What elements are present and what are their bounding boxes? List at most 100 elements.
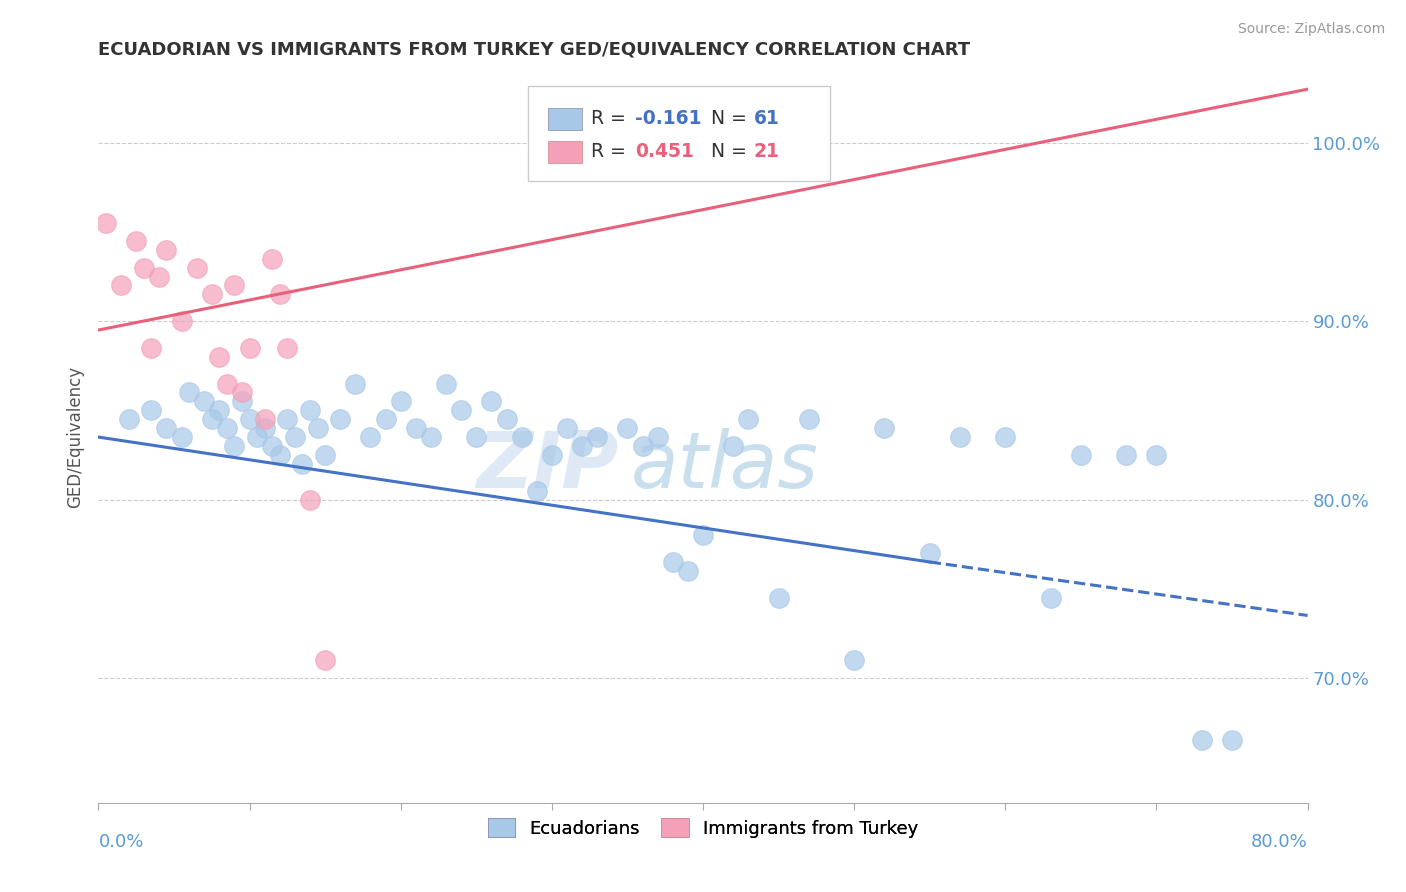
Text: R =: R = [591,110,628,128]
Point [231,394,253,409]
Y-axis label: GED/Equivalency: GED/Equivalency [66,366,84,508]
Point [269,448,291,462]
Point [1115,448,1137,462]
Point [246,430,269,444]
Point [495,412,517,426]
Text: 61: 61 [754,110,780,128]
Point [148,269,170,284]
Point [918,546,941,560]
Legend: Ecuadorians, Immigrants from Turkey: Ecuadorians, Immigrants from Turkey [481,811,925,845]
Point [299,403,322,417]
Point [155,421,177,435]
Point [510,430,533,444]
Text: 0.451: 0.451 [636,143,695,161]
Point [768,591,790,605]
Point [450,403,472,417]
Point [231,385,253,400]
Point [239,341,262,355]
Point [201,412,224,426]
Text: R =: R = [591,143,628,161]
Point [201,287,224,301]
FancyBboxPatch shape [548,141,582,163]
Point [405,421,427,435]
Point [329,412,352,426]
Text: ECUADORIAN VS IMMIGRANTS FROM TURKEY GED/EQUIVALENCY CORRELATION CHART: ECUADORIAN VS IMMIGRANTS FROM TURKEY GED… [98,41,970,59]
Point [949,430,972,444]
Point [676,564,699,578]
Text: Source: ZipAtlas.com: Source: ZipAtlas.com [1237,22,1385,37]
Point [360,430,382,444]
Point [125,234,148,248]
Point [1070,448,1092,462]
Point [291,457,314,471]
Point [540,448,562,462]
Text: 80.0%: 80.0% [1251,833,1308,851]
Point [208,403,231,417]
Point [141,403,163,417]
Point [170,430,193,444]
FancyBboxPatch shape [548,108,582,130]
Point [661,555,683,569]
Point [253,421,276,435]
Point [307,421,329,435]
Text: N =: N = [711,110,751,128]
Point [586,430,609,444]
FancyBboxPatch shape [527,86,830,181]
Point [239,412,262,426]
Point [224,278,246,293]
Point [1220,733,1243,747]
Point [253,412,276,426]
Point [314,653,336,667]
Point [110,278,132,293]
Point [571,439,593,453]
Point [314,448,336,462]
Point [186,260,208,275]
Text: N =: N = [711,143,751,161]
Point [224,439,246,453]
Point [844,653,866,667]
Point [155,243,177,257]
Point [555,421,578,435]
Point [631,439,654,453]
Point [647,430,669,444]
Text: atlas: atlas [630,428,818,504]
Point [262,252,284,266]
Point [276,412,298,426]
Text: -0.161: -0.161 [636,110,702,128]
Point [269,287,291,301]
Point [299,492,322,507]
Text: 0.0%: 0.0% [98,833,143,851]
Point [434,376,457,391]
Point [276,341,298,355]
Point [208,350,231,364]
Point [215,421,238,435]
Point [170,314,193,328]
Point [481,394,503,409]
Point [465,430,488,444]
Point [193,394,215,409]
Point [284,430,307,444]
Point [616,421,638,435]
Point [1039,591,1062,605]
Point [215,376,238,391]
Point [994,430,1017,444]
Point [797,412,820,426]
Point [344,376,367,391]
Point [723,439,745,453]
Point [141,341,163,355]
Point [1146,448,1168,462]
Point [873,421,896,435]
Point [94,216,117,230]
Text: ZIP: ZIP [477,428,619,504]
Point [132,260,155,275]
Point [118,412,141,426]
Text: 21: 21 [754,143,780,161]
Point [737,412,759,426]
Point [1191,733,1213,747]
Point [262,439,284,453]
Point [179,385,201,400]
Point [526,483,548,498]
Point [692,528,714,542]
Point [374,412,396,426]
Point [389,394,412,409]
